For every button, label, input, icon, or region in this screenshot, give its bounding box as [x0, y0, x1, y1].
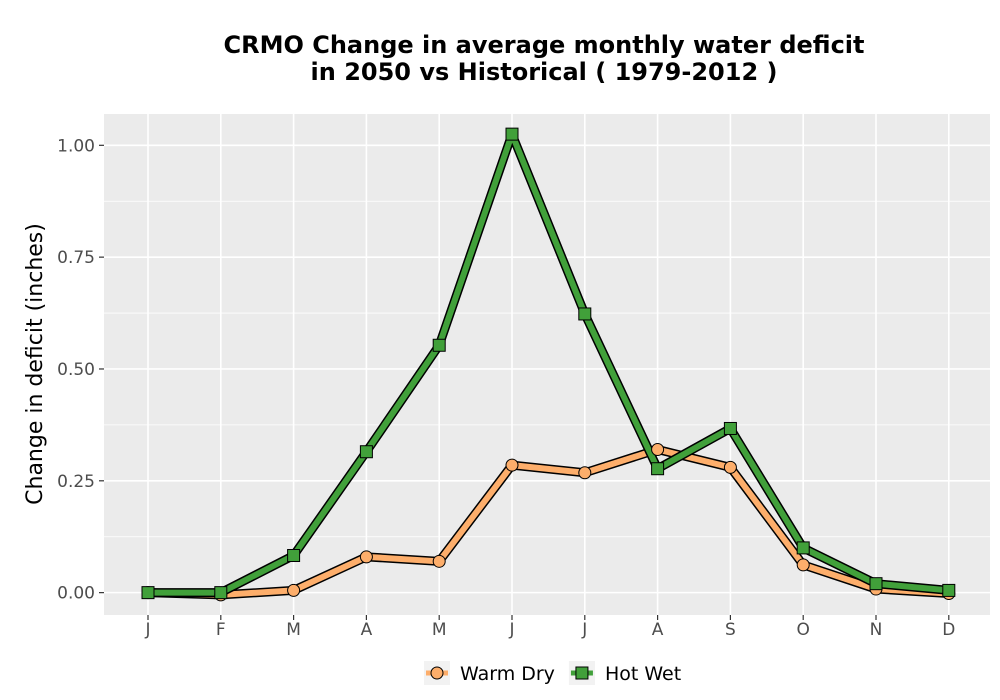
data-point-warm-dry: [505, 458, 519, 472]
data-point-warm-dry: [359, 550, 373, 564]
data-point-warm-dry: [578, 466, 592, 480]
y-tick-label: 0.25: [57, 472, 95, 492]
data-point-hot-wet: [505, 127, 519, 141]
legend-key-circle: [430, 666, 444, 680]
plot-panel: [104, 114, 990, 615]
x-tick-label: J: [144, 620, 150, 640]
y-tick-label: 1.00: [57, 136, 95, 156]
x-tick-label: M: [286, 620, 301, 640]
x-tick-label: N: [870, 620, 883, 640]
data-point-hot-wet: [723, 421, 737, 435]
data-point-hot-wet: [942, 583, 956, 597]
chart-title-line-2: in 2050 vs Historical ( 1979-2012 ): [311, 58, 778, 86]
legend-label: Hot Wet: [605, 663, 681, 685]
data-point-warm-dry: [651, 442, 665, 456]
y-tick-label: 0.50: [57, 360, 95, 380]
data-point-hot-wet: [578, 307, 592, 321]
legend-key-square: [575, 666, 589, 680]
grid-lines: [104, 114, 990, 615]
data-point-warm-dry: [723, 460, 737, 474]
data-point-hot-wet: [651, 462, 665, 476]
data-point-warm-dry: [287, 583, 301, 597]
legend-label: Warm Dry: [460, 663, 555, 685]
data-point-hot-wet: [214, 586, 228, 600]
y-tick-label: 0.00: [57, 584, 95, 604]
data-point-hot-wet: [141, 586, 155, 600]
chart-title-line-1: CRMO Change in average monthly water def…: [223, 31, 864, 59]
x-tick-label: J: [581, 620, 587, 640]
data-point-hot-wet: [359, 445, 373, 459]
x-tick-label: A: [652, 620, 664, 640]
data-point-hot-wet: [287, 549, 301, 563]
y-axis-ticks: 0.00 0.25 0.50 0.75 1.00: [57, 136, 104, 604]
x-tick-label: A: [361, 620, 373, 640]
data-point-hot-wet: [869, 577, 883, 591]
data-point-hot-wet: [432, 338, 446, 352]
data-point-warm-dry: [796, 558, 810, 572]
x-tick-label: J: [508, 620, 514, 640]
x-tick-label: D: [942, 620, 955, 640]
x-tick-label: M: [432, 620, 447, 640]
data-point-hot-wet: [796, 541, 810, 555]
x-tick-label: F: [216, 620, 226, 640]
series-layer: [141, 127, 956, 602]
x-tick-label: O: [797, 620, 810, 640]
y-axis-label: Change in deficit (inches): [23, 223, 48, 505]
x-tick-label: S: [725, 620, 736, 640]
series-line-hot-wet: [145, 131, 952, 596]
y-tick-label: 0.75: [57, 248, 95, 268]
series-line-warm-dry: [145, 446, 952, 598]
data-point-warm-dry: [432, 554, 446, 568]
legend: Warm Dry Hot Wet: [424, 661, 681, 685]
